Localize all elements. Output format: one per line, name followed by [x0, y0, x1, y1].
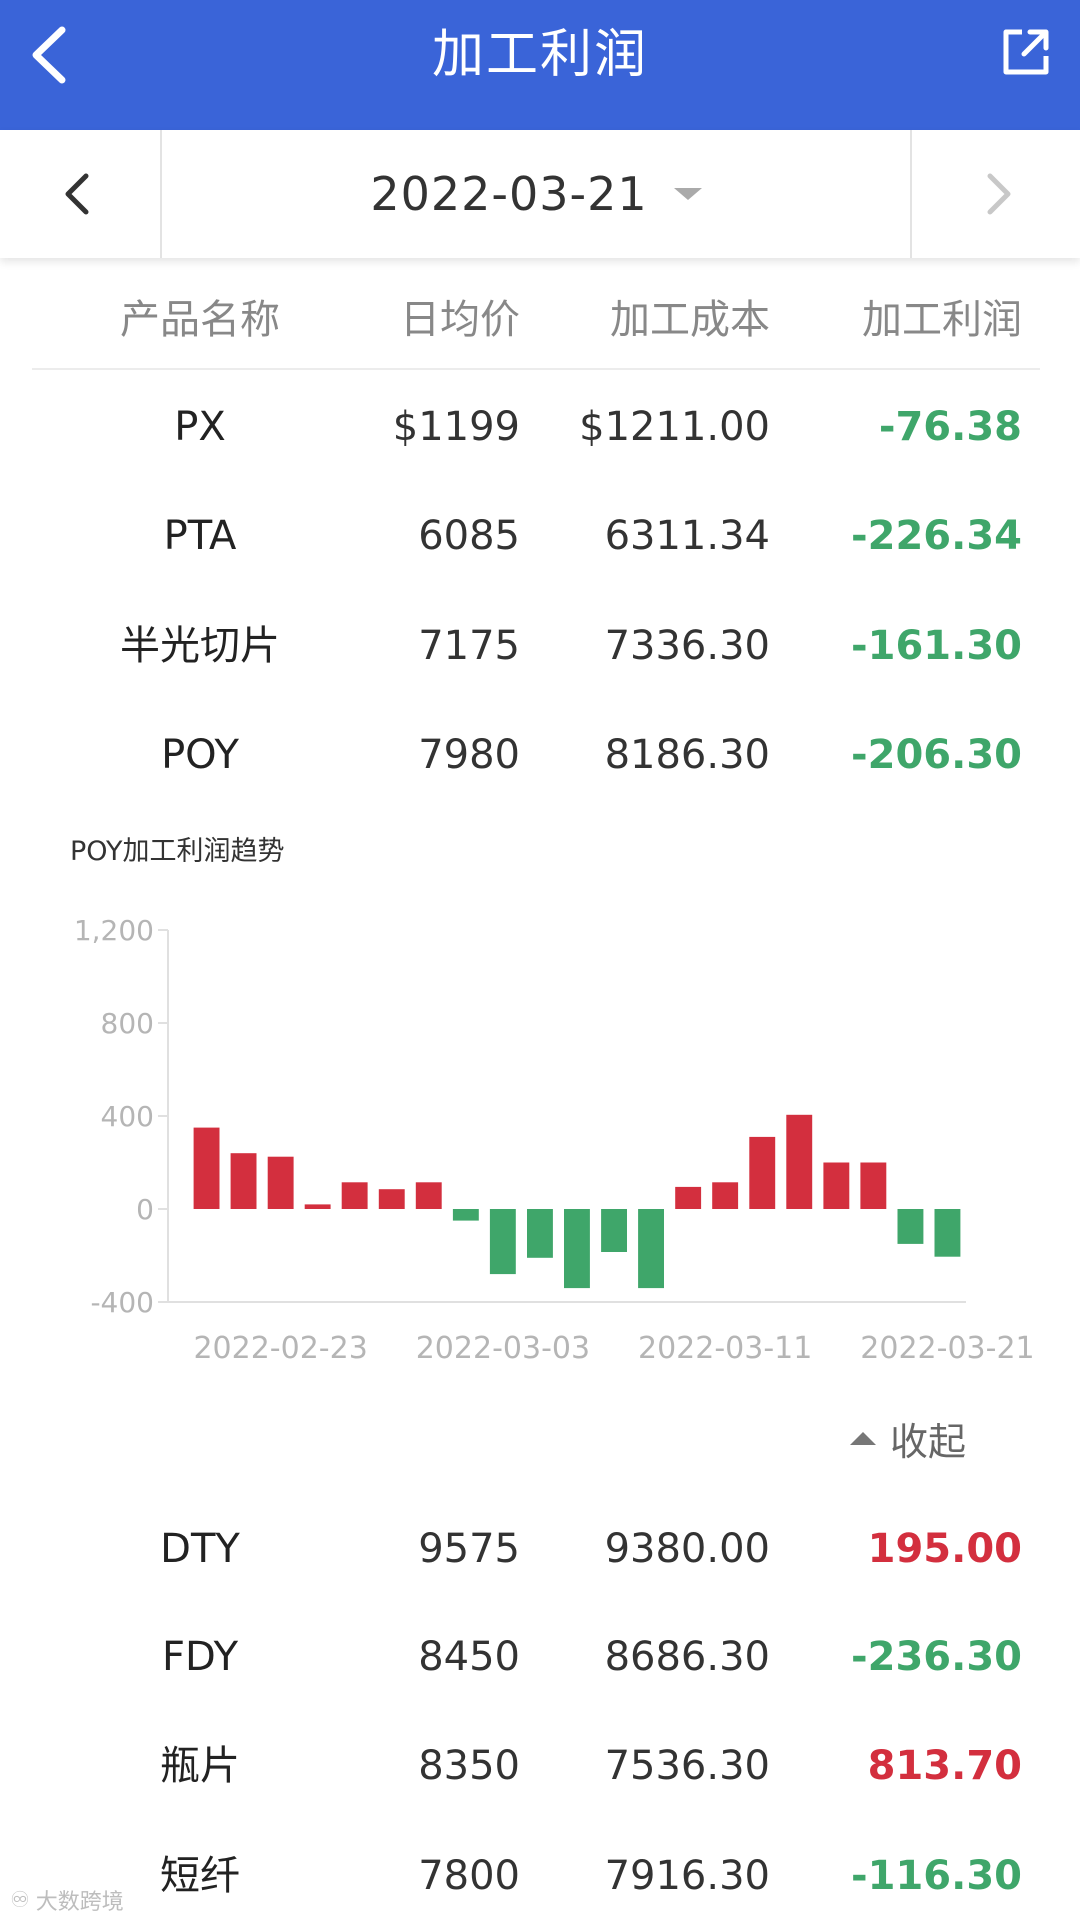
processing-cost: $1211.00 [579, 404, 770, 450]
next-date-button[interactable] [910, 130, 1080, 258]
product-name: FDY [161, 1634, 239, 1680]
daily-price: 6085 [418, 513, 520, 559]
column-header-name: 产品名称 [120, 297, 280, 343]
processing-profit: -161.30 [851, 623, 1022, 669]
chart-bar [304, 1204, 331, 1209]
previous-date-button[interactable] [0, 130, 162, 258]
daily-price: 8450 [418, 1634, 520, 1680]
chart-bar [934, 1209, 961, 1257]
table-row[interactable]: DTY 9575 9380.00 195.00 [0, 1504, 1080, 1594]
product-name: 半光切片 [120, 623, 280, 669]
product-name: PTA [163, 513, 237, 559]
processing-cost: 8186.30 [604, 732, 770, 778]
y-tick-label: 400 [101, 1100, 154, 1133]
chart-bar [193, 1127, 220, 1209]
table-row[interactable]: 短纤 7800 7916.30 -116.30 [0, 1831, 1080, 1921]
y-tick-label: -400 [90, 1286, 154, 1319]
chart-bar [341, 1182, 368, 1209]
processing-cost: 9380.00 [604, 1526, 770, 1572]
chart-bar [712, 1182, 739, 1209]
poy-profit-bar-chart: 1,200 800 400 0 -400 2022-02-23 2022-03-03 2022… [74, 914, 1035, 1366]
watermark-text: 大数跨境 [35, 1890, 124, 1915]
page-title: 加工利润 [431, 25, 648, 85]
collapse-label: 收起 [890, 1419, 967, 1464]
processing-cost: 6311.34 [604, 513, 770, 559]
back-button[interactable] [22, 22, 82, 88]
selected-date: 2022-03-21 [370, 167, 648, 221]
processing-profit: -206.30 [851, 732, 1022, 778]
chart-bar [230, 1153, 257, 1209]
chart-bar [749, 1136, 776, 1209]
column-header-profit: 加工利润 [862, 297, 1022, 343]
x-tick-label: 2022-03-03 [416, 1331, 590, 1366]
chart-bar [415, 1182, 442, 1209]
processing-profit: -76.38 [878, 404, 1022, 450]
x-tick-label: 2022-03-11 [638, 1331, 812, 1366]
watermark-logo-icon: ♾ [10, 1887, 30, 1913]
share-button[interactable] [1000, 26, 1052, 78]
chevron-left-icon [32, 26, 66, 84]
processing-cost: 7536.30 [604, 1743, 770, 1789]
y-tick-label: 0 [136, 1193, 154, 1226]
processing-profit: 195.00 [867, 1526, 1022, 1572]
y-tick-label: 1,200 [74, 914, 154, 947]
chart-bar [897, 1209, 924, 1244]
processing-profit: 813.70 [867, 1743, 1022, 1789]
date-selector-bar: 2022-03-21 [0, 130, 1080, 258]
header-divider [32, 368, 1040, 370]
processing-cost: 7916.30 [604, 1853, 770, 1899]
chart-bar [452, 1209, 479, 1221]
y-tick-label: 800 [101, 1007, 154, 1040]
processing-profit: -116.30 [851, 1853, 1022, 1899]
product-name: POY [161, 732, 239, 778]
chart-bar [564, 1209, 590, 1289]
product-name: 短纤 [160, 1853, 240, 1899]
daily-price: 7175 [418, 623, 520, 669]
chart-bar [860, 1162, 887, 1209]
x-tick-label: 2022-02-23 [193, 1331, 367, 1366]
table-row[interactable]: POY 7980 8186.30 -206.30 [0, 710, 1080, 800]
chart-bar [267, 1156, 294, 1209]
watermark: ♾ 大数跨境 [10, 1884, 124, 1916]
chart-bar [823, 1162, 850, 1209]
date-picker[interactable]: 2022-03-21 [162, 130, 910, 258]
product-name: 瓶片 [160, 1743, 240, 1789]
processing-profit: -226.34 [851, 513, 1022, 559]
chart-bar [489, 1209, 516, 1275]
chart-bar [601, 1209, 627, 1252]
column-header-price: 日均价 [400, 297, 520, 343]
table-row[interactable]: PTA 6085 6311.34 -226.34 [0, 491, 1080, 581]
daily-price: 9575 [418, 1526, 520, 1572]
daily-price: 7800 [418, 1853, 520, 1899]
table-row[interactable]: 半光切片 7175 7336.30 -161.30 [0, 601, 1080, 691]
product-name: PX [174, 404, 226, 450]
processing-cost: 8686.30 [604, 1634, 770, 1680]
chart-bar [675, 1186, 702, 1209]
product-name: DTY [160, 1526, 240, 1572]
chart-bar [527, 1209, 553, 1258]
table-row[interactable]: FDY 8450 8686.30 -236.30 [0, 1612, 1080, 1702]
chart-bar [378, 1189, 405, 1209]
chevron-right-icon [987, 173, 1011, 215]
app-header: 加工利润 [0, 0, 1080, 130]
table-row[interactable]: PX $1199 $1211.00 -76.38 [0, 382, 1080, 472]
chart-bar [786, 1114, 813, 1209]
caret-down-icon [673, 188, 702, 200]
x-tick-label: 2022-03-21 [860, 1331, 1034, 1366]
share-icon [1003, 29, 1049, 75]
chart-bar [638, 1209, 664, 1289]
caret-up-icon [850, 1431, 876, 1445]
daily-price: 8350 [418, 1743, 520, 1789]
processing-profit: -236.30 [851, 1634, 1022, 1680]
table-row[interactable]: 瓶片 8350 7536.30 813.70 [0, 1721, 1080, 1811]
daily-price: 7980 [418, 732, 520, 778]
processing-cost: 7336.30 [604, 623, 770, 669]
column-header-cost: 加工成本 [610, 297, 770, 343]
daily-price: $1199 [392, 404, 520, 450]
collapse-button[interactable]: 收起 [850, 1410, 966, 1466]
chevron-left-icon [65, 173, 89, 215]
chart-title: POY加工利润趋势 [70, 836, 285, 867]
